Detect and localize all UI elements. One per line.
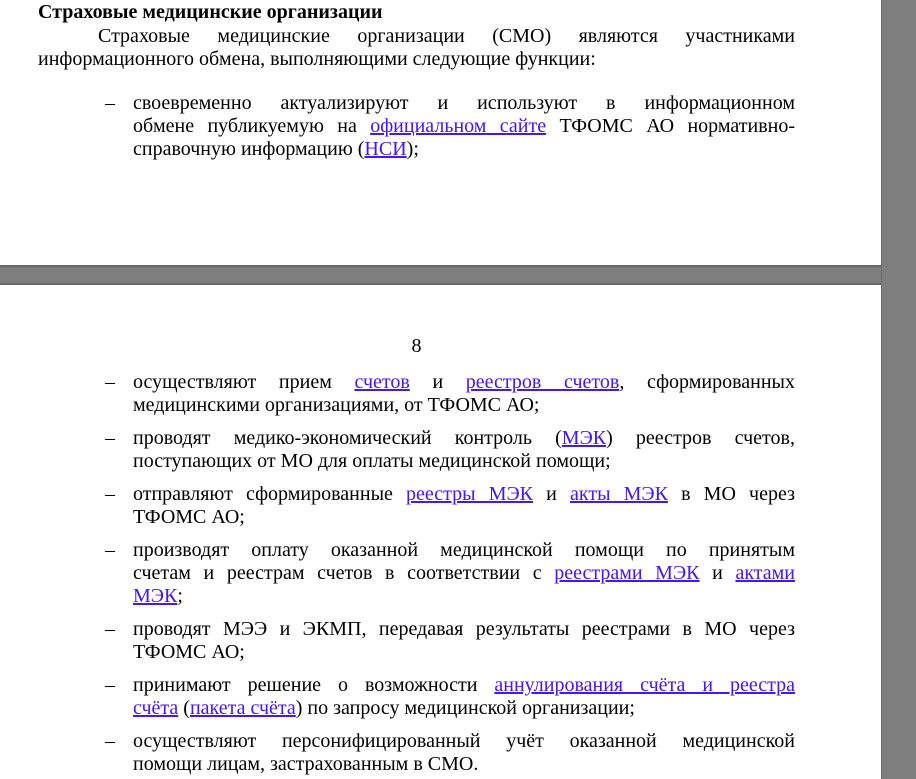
page-break-gap — [0, 265, 881, 285]
text-line: отправляют сформированные реестры МЭК и … — [133, 483, 795, 505]
text-line: справочную информацию (НСИ); — [133, 138, 419, 160]
text-line: ТФОМС АО; — [133, 641, 245, 663]
page-1: Страховые медицинские организации Страхо… — [0, 0, 881, 265]
doc-link[interactable]: НСИ — [364, 138, 407, 160]
text-line: своевременно актуализируют и используют … — [133, 92, 795, 114]
text-line: медицинскими организациями, от ТФОМС АО; — [133, 394, 540, 416]
list-dash-marker: – — [105, 371, 115, 393]
list-dash-marker: – — [105, 539, 115, 561]
list-item: – производят оплату оказанной медицинской… — [105, 539, 795, 608]
text-line: МЭК; — [133, 585, 183, 607]
list-item-text: осуществляют персонифицированный учёт ок… — [133, 730, 795, 776]
list-item-text: своевременно актуализируют и используют … — [133, 92, 795, 161]
text-line: принимают решение о возможности аннулиро… — [133, 674, 795, 696]
list-item-text: осуществляют прием счетов и реестров сче… — [133, 371, 795, 417]
list-item: – принимают решение о возможности аннулир… — [105, 674, 795, 720]
doc-link[interactable]: счёта — [133, 697, 179, 719]
text-line: помощи лицам, застрахованным в СМО. — [133, 753, 479, 775]
list-item-text: производят оплату оказанной медицинской … — [133, 539, 795, 608]
section-heading: Страховые медицинские организации — [38, 1, 383, 23]
viewer-margin-right — [881, 0, 916, 779]
list-item: – отправляют сформированные реестры МЭК и… — [105, 483, 795, 529]
list-item: – проводят МЭЭ и ЭКМП, передавая результа… — [105, 618, 795, 664]
list-item-text: проводят медико-экономический контроль (… — [133, 427, 795, 473]
intro-paragraph: Страховые медицинские организации (СМО) … — [38, 25, 795, 71]
text-line: информационного обмена, выполняющими сле… — [38, 48, 596, 70]
text-line: счетам и реестрам счетов в соответствии … — [133, 562, 795, 584]
text-line: проводят медико-экономический контроль (… — [133, 427, 795, 449]
page-2: 8 – осуществляют прием счетов и реестров … — [0, 285, 881, 779]
text-line: производят оплату оказанной медицинской … — [133, 539, 795, 561]
doc-link[interactable]: счетов — [354, 371, 410, 393]
text-line: проводят МЭЭ и ЭКМП, передавая результат… — [133, 618, 795, 640]
doc-link[interactable]: актами — [735, 562, 795, 584]
doc-link[interactable]: пакета счёта — [189, 697, 296, 719]
list-item-text: принимают решение о возможности аннулиро… — [133, 674, 795, 720]
text-line: обмене публикуемую на официальном сайте … — [133, 115, 795, 137]
page-number: 8 — [411, 335, 422, 357]
text-line: Страховые медицинские организации (СМО) … — [98, 25, 795, 47]
text-line: счёта (пакета счёта) по запросу медицинс… — [133, 697, 635, 719]
doc-link[interactable]: официальном сайте — [370, 115, 547, 137]
doc-link[interactable]: МЭК — [133, 585, 178, 607]
doc-link[interactable]: реестрами МЭК — [554, 562, 700, 584]
list-item: – осуществляют персонифицированный учёт о… — [105, 730, 795, 776]
list-item: – своевременно актуализируют и используют… — [105, 92, 795, 161]
list-item: – проводят медико-экономический контроль … — [105, 427, 795, 473]
list-dash-marker: – — [105, 483, 115, 505]
doc-link[interactable]: акты МЭК — [570, 483, 668, 505]
functions-list-page2: – осуществляют прием счетов и реестров сч… — [38, 371, 795, 776]
list-dash-marker: – — [105, 730, 115, 752]
text-line: осуществляют прием счетов и реестров сче… — [133, 371, 795, 393]
text-line: осуществляют персонифицированный учёт ок… — [133, 730, 795, 752]
list-dash-marker: – — [105, 427, 115, 449]
doc-link[interactable]: реестры МЭК — [406, 483, 534, 505]
list-item: – осуществляют прием счетов и реестров сч… — [105, 371, 795, 417]
list-dash-marker: – — [105, 674, 115, 696]
list-item-text: проводят МЭЭ и ЭКМП, передавая результат… — [133, 618, 795, 664]
doc-link[interactable]: реестров счетов — [465, 371, 620, 393]
list-dash-marker: – — [105, 92, 115, 114]
list-dash-marker: – — [105, 618, 115, 640]
doc-link[interactable]: аннулирования счёта и реестра — [494, 674, 795, 696]
functions-list-page1: – своевременно актуализируют и используют… — [38, 92, 795, 161]
doc-link[interactable]: МЭК — [561, 427, 607, 449]
list-item-text: отправляют сформированные реестры МЭК и … — [133, 483, 795, 529]
text-line: ТФОМС АО; — [133, 506, 245, 528]
text-line: поступающих от МО для оплаты медицинской… — [133, 450, 611, 472]
